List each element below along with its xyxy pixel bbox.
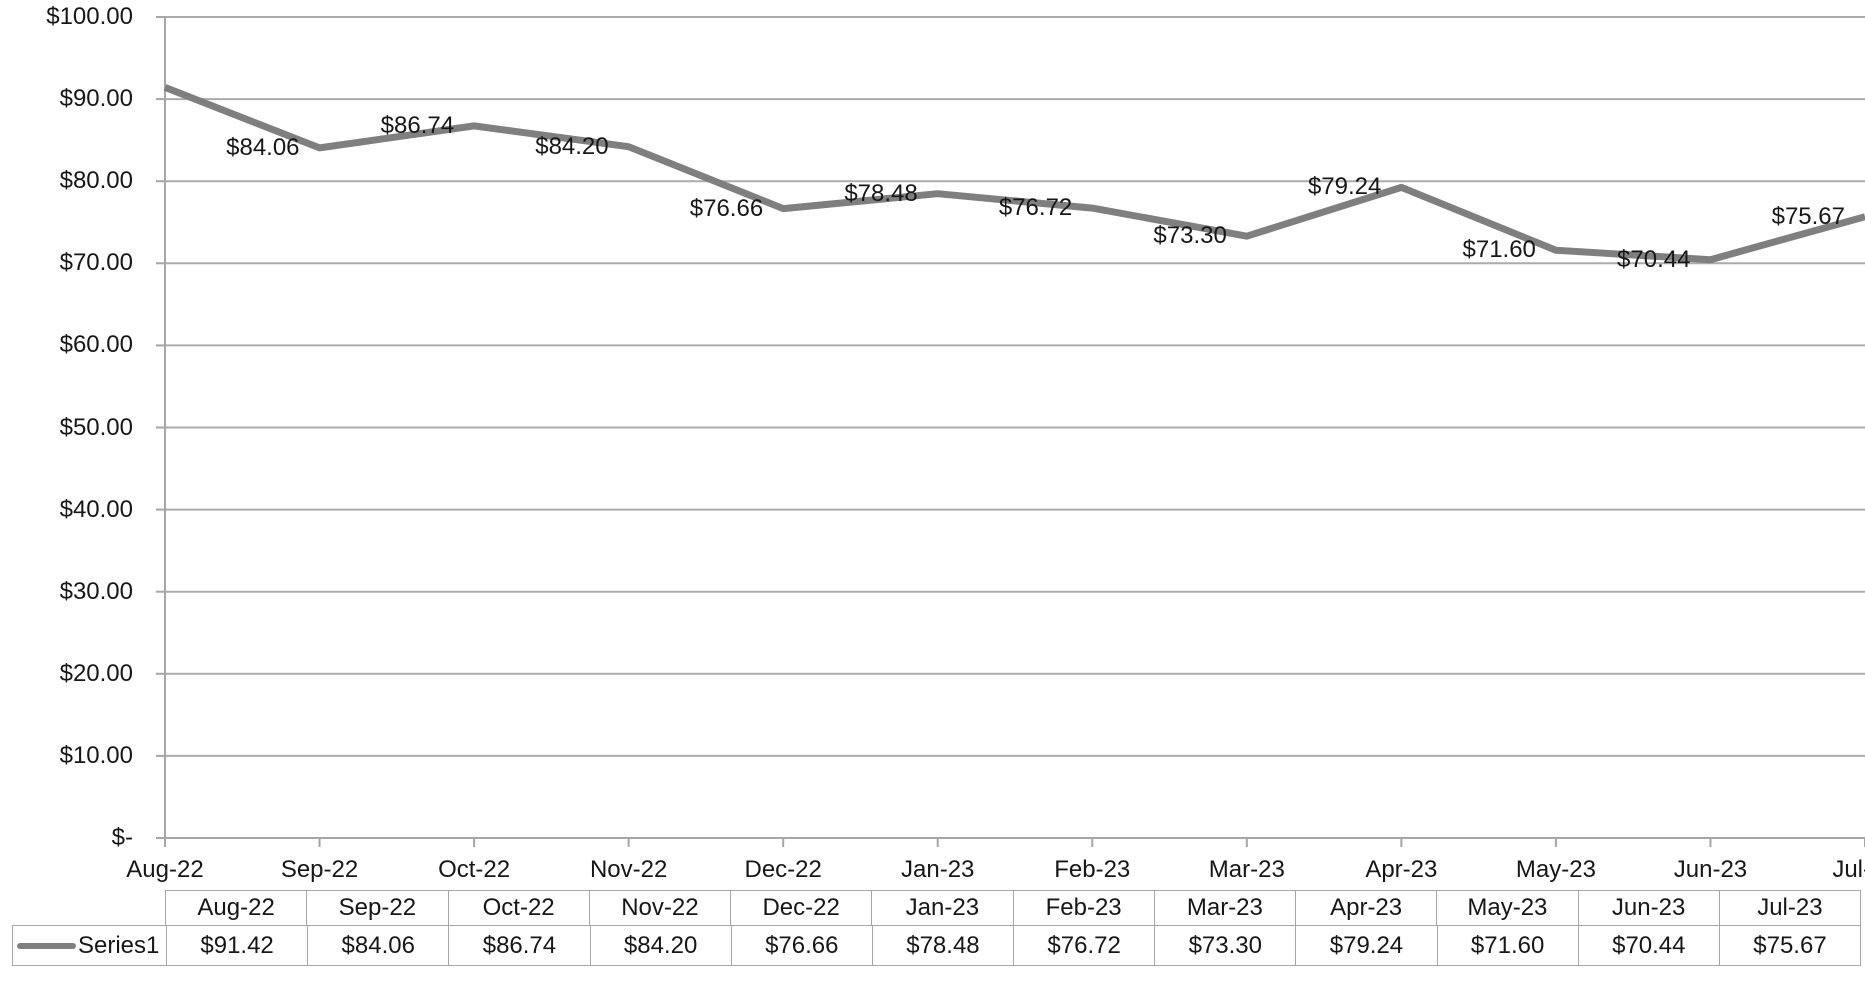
data-table-header-row: Aug-22 Sep-22 Oct-22 Nov-22 Dec-22 Jan-23 Feb-… [165,890,1861,925]
table-header-cell: May-23 [1437,891,1579,925]
data-table-value-row: Series1 $91.42 $84.06 $86.74 $84.20 $76.66 $7… [12,925,1861,966]
table-value-cell: $86.74 [449,926,591,965]
table-value-cell: $76.66 [732,926,873,965]
y-axis-tick-label: $10.00 [59,741,133,769]
data-label: $75.67 [1771,202,1845,230]
table-header-cell: Dec-22 [731,891,873,925]
table-value-cell: $78.48 [873,926,1015,965]
table-header-cell: Apr-23 [1296,891,1438,925]
y-axis-tick-label: $80.00 [59,167,133,195]
data-label: $70.44 [1617,245,1691,273]
x-axis-category-label: Oct-22 [438,856,511,883]
y-axis-tick-label: $100.00 [46,3,133,30]
data-label: $76.66 [689,194,764,222]
x-axis-category-label: Jan-23 [901,856,975,883]
table-header-cell: Oct-22 [449,891,590,925]
data-label: $79.24 [1307,173,1382,201]
table-header-cell: Jun-23 [1579,891,1720,925]
table-value-cell: $76.72 [1014,926,1156,965]
table-value-cell: $84.20 [591,926,732,965]
series-line-icon [17,942,76,949]
table-value-cell: $79.24 [1296,926,1438,965]
y-axis-tick-label: $30.00 [59,577,133,605]
data-label: $84.20 [535,132,609,160]
series1-line [163,84,1865,264]
y-axis-tick-label: $20.00 [59,659,133,687]
table-value-cell: $71.60 [1438,926,1579,965]
x-axis-category-label: Dec-22 [744,856,822,883]
table-header-cell: Jul-23 [1757,894,1823,921]
series-legend-label: Series1 [78,931,160,959]
legend-cell: Series1 [13,926,167,965]
table-header-cell: Sep-22 [307,891,449,925]
x-axis-category-label: Sep-22 [280,856,359,883]
data-label: $71.60 [1462,236,1536,264]
x-axis-category-label: Feb-23 [1054,856,1131,883]
y-axis-tick-label: $90.00 [59,85,133,113]
x-axis-category-label: Apr-23 [1365,856,1438,883]
table-value-cell: $84.06 [308,926,450,965]
y-axis-tick-label: $70.00 [59,249,133,277]
data-label: $76.72 [998,194,1073,222]
table-value-cell: $70.44 [1579,926,1720,965]
y-axis-tick-label: $60.00 [59,331,133,359]
x-axis-category-label: Mar-23 [1208,856,1285,883]
table-header-cell: Feb-23 [1014,891,1155,925]
table-header-cell: Nov-22 [590,891,731,925]
table-header-cell: Jan-23 [872,891,1014,925]
y-axis-tick-label: $- [111,824,133,851]
table-value-cell: $91.42 [167,926,309,965]
data-label: $73.30 [1153,222,1227,250]
data-label: $78.48 [844,179,918,207]
data-label: $86.74 [380,111,455,139]
table-value-cell: $73.30 [1155,926,1297,965]
x-axis-category-label: Jul-23 [1832,856,1865,883]
table-header-cell: Mar-23 [1155,891,1296,925]
table-header-cell: Aug-22 [166,891,308,925]
x-axis-category-label: Nov-22 [589,856,668,883]
x-axis-category-label: May-23 [1515,856,1596,883]
y-axis-tick-label: $50.00 [59,413,133,441]
table-value-cell: $75.67 [1753,931,1827,959]
x-axis-category-label: Aug-22 [126,856,204,883]
x-axis-category-label: Jun-23 [1673,856,1748,883]
data-label: $84.06 [226,133,300,161]
y-axis-tick-label: $40.00 [59,495,133,523]
